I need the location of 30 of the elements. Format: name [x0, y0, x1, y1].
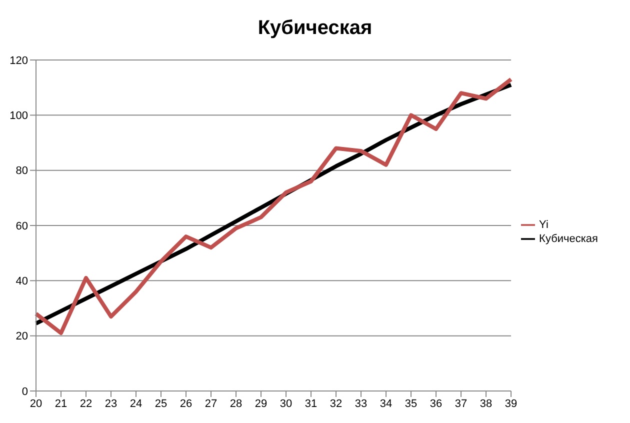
y-tick-label: 80: [16, 165, 28, 178]
y-tick-label: 60: [16, 220, 28, 232]
x-tick-label: 26: [180, 398, 192, 410]
x-tick-label: 22: [80, 398, 92, 410]
x-tick-label: 37: [454, 398, 468, 410]
legend-label: Yi: [539, 218, 548, 230]
x-tick-label: 36: [430, 398, 442, 410]
y-tick-label: 20: [16, 330, 28, 343]
y-tick-label: 100: [10, 110, 28, 122]
x-tick-label: 38: [480, 398, 492, 410]
x-tick-label: 21: [54, 398, 68, 410]
x-tick-label: 29: [254, 398, 268, 410]
y-tick-label: 0: [22, 386, 28, 398]
x-tick-label: 23: [104, 398, 118, 410]
x-tick-label: 31: [304, 398, 318, 410]
y-tick-label: 40: [16, 276, 28, 288]
x-tick-label: 27: [204, 398, 218, 410]
chart-title: Кубическая: [256, 16, 374, 41]
x-tick-label: 28: [230, 398, 242, 410]
x-tick-label: 20: [30, 398, 42, 410]
x-tick-label: 39: [504, 398, 518, 410]
x-tick-label: 32: [330, 398, 342, 410]
x-tick-label: 30: [280, 398, 292, 410]
x-tick-label: 24: [130, 398, 142, 410]
legend-label: Кубическая: [539, 232, 598, 244]
y-tick-label: 120: [10, 54, 28, 67]
x-tick-label: 25: [154, 398, 168, 410]
x-tick-label: 35: [404, 398, 418, 410]
x-tick-label: 34: [380, 398, 392, 410]
x-tick-label: 33: [354, 398, 368, 410]
